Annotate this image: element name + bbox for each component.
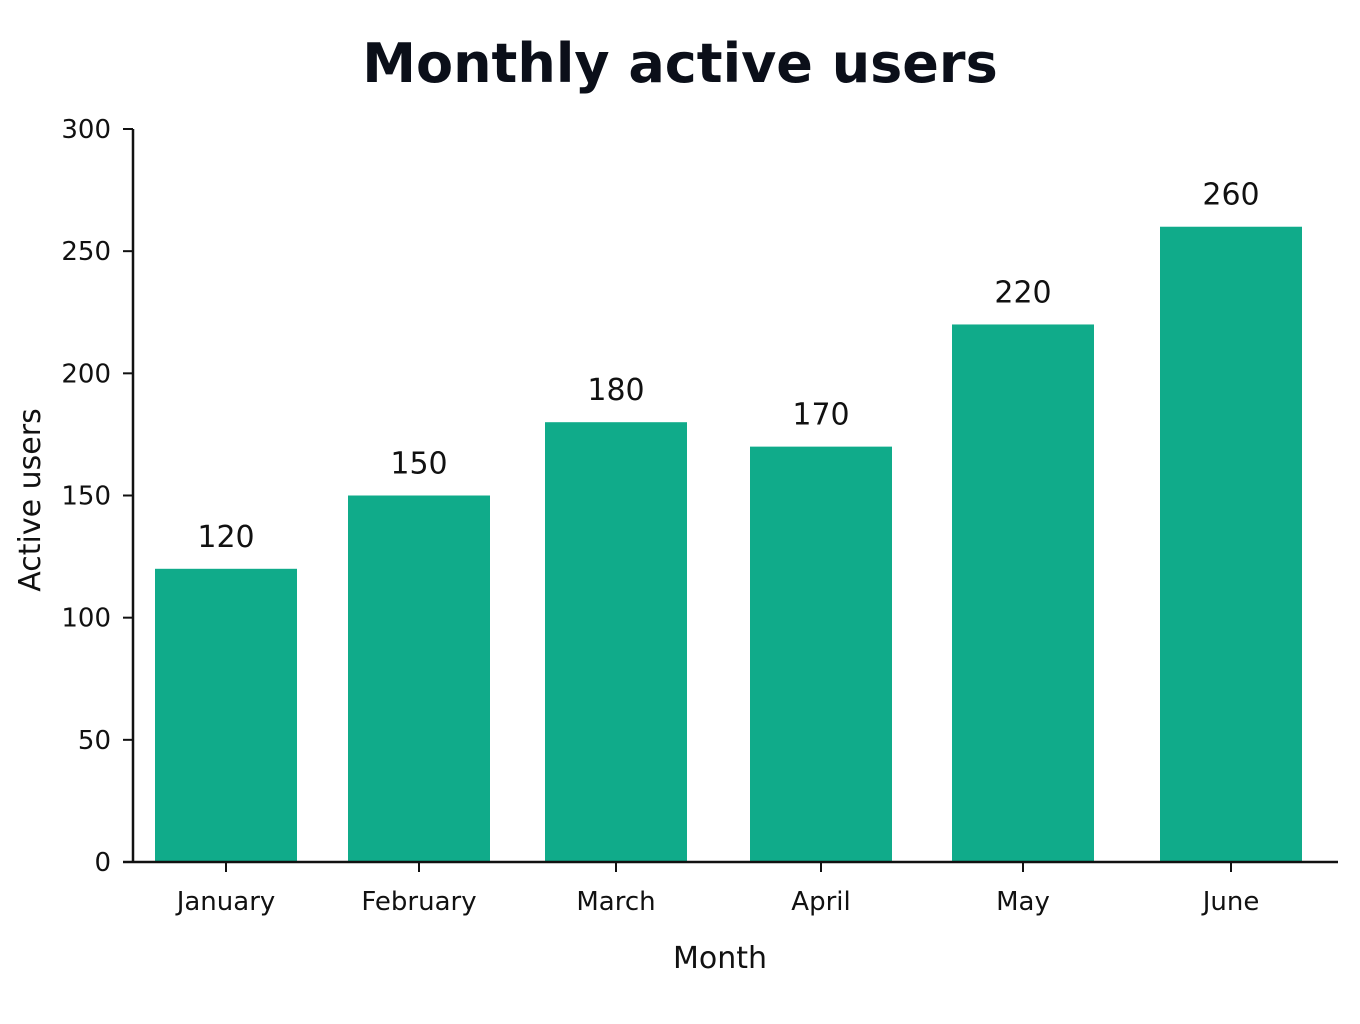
y-tick-label: 150 [61, 482, 111, 512]
x-tick-label-february: February [361, 887, 476, 917]
bars [155, 226, 1302, 862]
bar-february [348, 495, 490, 862]
y-tick-label: 300 [61, 115, 111, 145]
x-axis: January February March April May June [123, 860, 1338, 917]
x-axis-title: Month [673, 941, 767, 976]
y-tick-label: 250 [61, 237, 111, 267]
y-tick-label: 0 [94, 848, 111, 878]
x-tick-label-june: June [1201, 887, 1260, 917]
data-label-may: 220 [994, 275, 1051, 310]
x-tick-label-april: April [791, 887, 850, 917]
bar-may [952, 324, 1094, 862]
x-tick-label-may: May [996, 887, 1050, 917]
x-tick-label-march: March [576, 887, 655, 917]
bar-april [750, 446, 892, 862]
data-label-february: 150 [390, 447, 447, 482]
bar-march [545, 422, 687, 862]
data-label-june: 260 [1202, 178, 1259, 213]
y-tick-label: 200 [61, 359, 111, 389]
y-axis-title: Active users [13, 408, 48, 591]
y-tick-label: 100 [61, 604, 111, 634]
data-label-january: 120 [197, 520, 254, 555]
data-label-march: 180 [587, 373, 644, 408]
chart-title: Monthly active users [362, 32, 997, 95]
y-axis: 0 50 100 150 200 250 300 [61, 115, 135, 878]
x-tick-label-january: January [175, 887, 276, 917]
y-tick-label: 50 [78, 726, 111, 756]
data-labels: 120 150 180 170 220 260 [197, 178, 1259, 555]
bar-june [1160, 226, 1302, 862]
data-label-april: 170 [792, 398, 849, 433]
bar-january [155, 568, 297, 862]
